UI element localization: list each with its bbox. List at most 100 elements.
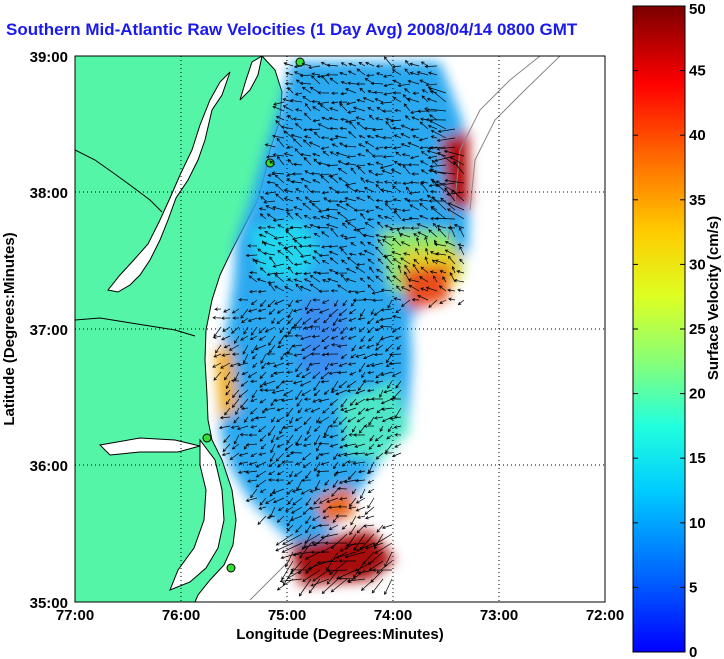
- map-title: Southern Mid-Atlantic Raw Velocities (1 …: [6, 20, 578, 39]
- velocity-arrow: [377, 238, 384, 247]
- velocity-arrow: [263, 200, 276, 204]
- velocity-arrow: [354, 398, 366, 406]
- velocity-arrow: [364, 141, 375, 148]
- colorbar-tick-label: 45: [689, 63, 706, 80]
- velocity-arrow: [366, 362, 375, 368]
- velocity-arrow: [370, 81, 384, 86]
- velocity-arrow: [383, 56, 393, 67]
- velocity-arrow: [390, 397, 402, 401]
- velocity-arrow: [385, 344, 393, 352]
- velocity-arrow: [331, 407, 339, 415]
- velocity-arrow: [393, 181, 402, 185]
- velocity-arrow: [240, 335, 249, 341]
- velocity-arrow: [349, 121, 357, 130]
- velocity-arrow: [316, 470, 321, 478]
- velocity-arrow: [400, 133, 411, 139]
- velocity-arrow: [426, 149, 447, 157]
- velocity-arrow: [329, 77, 339, 85]
- velocity-arrow: [282, 105, 294, 112]
- velocity-arrow: [340, 425, 348, 434]
- velocity-arrow: [407, 162, 420, 167]
- velocity-arrow: [304, 103, 312, 112]
- velocity-arrow: [350, 167, 357, 175]
- velocity-arrow: [328, 424, 339, 428]
- velocity-arrow: [435, 252, 447, 256]
- velocity-arrow: [326, 163, 339, 168]
- velocity-arrow: [305, 551, 321, 560]
- velocity-arrow: [459, 245, 465, 256]
- velocity-arrow: [380, 398, 393, 405]
- velocity-arrow: [432, 170, 456, 175]
- velocity-arrow: [220, 316, 231, 320]
- velocity-arrow: [427, 146, 447, 151]
- velocity-arrow: [351, 488, 357, 495]
- velocity-arrow: [307, 244, 321, 248]
- velocity-arrow: [376, 443, 384, 448]
- velocity-arrow: [383, 83, 393, 88]
- velocity-arrow: [297, 407, 303, 414]
- velocity-arrow: [392, 258, 402, 265]
- velocity-arrow: [326, 569, 339, 585]
- velocity-arrow: [309, 275, 321, 283]
- velocity-arrow: [339, 443, 348, 449]
- velocity-arrow: [302, 353, 312, 360]
- velocity-arrow: [354, 290, 366, 295]
- velocity-arrow: [367, 107, 375, 112]
- velocity-arrow: [453, 224, 465, 229]
- velocity-arrow: [436, 137, 456, 143]
- velocity-arrow: [289, 416, 294, 425]
- velocity-arrow: [335, 190, 348, 194]
- velocity-arrow: [382, 235, 393, 239]
- velocity-arrow: [308, 578, 321, 594]
- velocity-arrow: [347, 335, 357, 340]
- velocity-arrow: [420, 287, 429, 292]
- velocity-arrow: [312, 256, 321, 265]
- velocity-arrow: [435, 259, 447, 265]
- velocity-arrow: [295, 299, 303, 303]
- velocity-arrow: [346, 389, 357, 393]
- velocity-arrow: [355, 542, 375, 552]
- velocity-arrow: [348, 252, 357, 256]
- velocity-arrow: [276, 416, 285, 423]
- velocity-arrow: [360, 308, 366, 317]
- velocity-arrow: [368, 266, 375, 274]
- velocity-arrow: [301, 389, 312, 396]
- velocity-arrow: [223, 344, 231, 349]
- velocity-arrow: [275, 542, 294, 552]
- velocity-arrow: [380, 188, 393, 193]
- velocity-arrow: [421, 95, 429, 103]
- velocity-arrow: [283, 389, 294, 396]
- velocity-arrow: [286, 524, 294, 532]
- velocity-arrow: [272, 153, 285, 157]
- velocity-arrow: [255, 416, 267, 420]
- velocity-arrow: [218, 425, 231, 430]
- velocity-arrow: [320, 371, 330, 380]
- velocity-arrow: [319, 308, 330, 314]
- velocity-arrow: [431, 259, 438, 265]
- velocity-arrow: [275, 115, 285, 121]
- velocity-arrow: [291, 488, 303, 493]
- velocity-arrow: [355, 266, 366, 274]
- velocity-arrow: [399, 232, 411, 238]
- velocity-arrow: [213, 353, 222, 358]
- velocity-arrow: [310, 578, 330, 587]
- velocity-arrow: [409, 62, 420, 67]
- velocity-arrow: [269, 488, 276, 497]
- velocity-arrow: [377, 214, 384, 220]
- velocity-arrow: [397, 83, 411, 88]
- velocity-arrow: [321, 116, 330, 121]
- velocity-arrow: [221, 353, 231, 357]
- velocity-arrow: [221, 452, 231, 457]
- velocity-arrow: [260, 353, 267, 365]
- velocity-vectors: [212, 56, 465, 597]
- velocity-arrow: [413, 258, 420, 265]
- velocity-arrow: [321, 279, 330, 283]
- velocity-arrow: [347, 256, 357, 265]
- velocity-arrow: [274, 285, 285, 292]
- velocity-arrow: [230, 425, 240, 429]
- velocity-arrow: [229, 362, 240, 367]
- velocity-arrow: [329, 257, 339, 265]
- velocity-arrow: [247, 308, 258, 313]
- velocity-arrow: [352, 298, 366, 302]
- velocity-arrow: [311, 515, 321, 521]
